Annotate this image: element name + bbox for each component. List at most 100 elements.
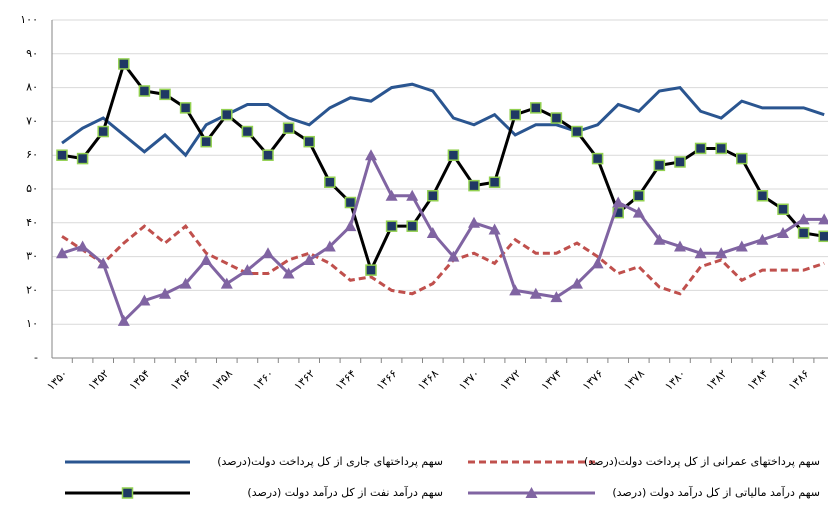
- marker: [303, 135, 315, 148]
- marker: [715, 247, 728, 259]
- marker: [262, 247, 274, 259]
- x-tick-label: ۱۳۶۶: [374, 367, 400, 393]
- y-tick-label: -: [34, 351, 38, 364]
- y-tick-label: ۹۰: [26, 47, 38, 60]
- marker: [591, 257, 604, 269]
- marker: [797, 227, 810, 239]
- y-tick-label: ۱۰۰: [20, 13, 38, 26]
- series-line: [61, 60, 825, 275]
- marker: [674, 156, 686, 168]
- x-tick-label: ۱۳۵۰: [44, 367, 70, 393]
- marker: [344, 220, 357, 232]
- marker: [694, 247, 707, 259]
- marker: [509, 284, 522, 296]
- marker: [633, 190, 645, 202]
- marker: [818, 213, 828, 225]
- marker: [529, 287, 542, 299]
- legend-label: سهم پرداختهای جاری از کل پرداخت دولت(درص…: [217, 455, 443, 468]
- marker: [468, 179, 480, 192]
- marker: [344, 196, 357, 209]
- y-tick-label: ۳۰: [26, 250, 38, 263]
- marker: [756, 190, 769, 202]
- marker: [221, 108, 233, 121]
- marker: [427, 190, 439, 202]
- marker: [97, 125, 109, 138]
- marker: [76, 240, 89, 252]
- marker: [550, 291, 563, 303]
- marker: [488, 223, 501, 235]
- marker: [735, 240, 748, 252]
- marker: [138, 85, 151, 97]
- x-tick-label: ۱۳۷۴: [539, 367, 565, 393]
- x-tick-label: ۱۳۸۲: [704, 367, 730, 393]
- x-tick-label: ۱۳۷۸: [621, 367, 647, 393]
- marker: [406, 220, 418, 232]
- x-tick-label: ۱۳۵۲: [86, 367, 112, 393]
- series-line: [61, 151, 825, 324]
- marker: [241, 264, 254, 276]
- series-line: [61, 82, 825, 158]
- x-tick-label: ۱۳۵۴: [127, 367, 153, 393]
- marker: [159, 287, 171, 299]
- marker: [56, 149, 68, 161]
- x-tick-label: ۱۳۶۲: [292, 367, 318, 393]
- marker: [797, 213, 810, 225]
- marker: [777, 226, 789, 238]
- marker: [385, 189, 398, 201]
- x-tick-label: ۱۳۵۸: [209, 367, 235, 393]
- marker: [612, 196, 625, 208]
- marker: [715, 142, 727, 155]
- marker: [550, 112, 563, 124]
- marker: [571, 277, 583, 289]
- marker: [488, 176, 501, 188]
- marker: [756, 233, 769, 245]
- y-tick-label: ۵۰: [26, 182, 38, 195]
- x-tick-label: ۱۳۷۰: [456, 367, 482, 393]
- marker: [571, 125, 583, 138]
- marker: [736, 152, 748, 165]
- marker: [179, 277, 192, 289]
- x-tick-label: ۱۳۸۶: [786, 367, 812, 393]
- y-tick-label: ۲۰: [26, 283, 38, 296]
- marker: [365, 264, 377, 276]
- marker: [118, 58, 130, 70]
- y-tick-label: ۱۰: [26, 317, 38, 330]
- marker: [674, 240, 686, 252]
- marker: [303, 253, 316, 265]
- marker: [324, 176, 336, 188]
- marker: [447, 149, 460, 161]
- marker: [509, 108, 521, 121]
- x-tick-label: ۱۳۵۶: [168, 367, 194, 393]
- marker: [323, 240, 336, 252]
- marker: [530, 102, 542, 114]
- legend-label: سهم درآمد نفت از کل درآمد دولت (درصد): [247, 485, 443, 499]
- y-tick-label: ۸۰: [26, 81, 38, 94]
- marker: [406, 189, 419, 201]
- marker: [468, 216, 480, 228]
- marker: [426, 226, 439, 238]
- marker: [179, 102, 192, 114]
- legend-marker: [121, 487, 134, 499]
- marker: [159, 88, 171, 101]
- legend-label: سهم پرداختهای عمرانی از کل پرداخت دولت(د…: [584, 455, 820, 468]
- marker: [632, 206, 645, 218]
- x-tick-label: ۱۳۷۶: [580, 367, 606, 393]
- marker: [241, 125, 254, 138]
- x-tick-label: ۱۳۶۸: [415, 367, 441, 393]
- marker: [365, 149, 377, 161]
- marker: [447, 250, 460, 262]
- x-tick-label: ۱۳۶۴: [333, 367, 359, 393]
- x-tick-label: ۱۳۸۴: [745, 367, 771, 393]
- marker: [591, 152, 604, 165]
- x-tick-label: ۱۳۷۲: [498, 367, 524, 393]
- marker: [282, 122, 295, 134]
- series-line: [61, 224, 825, 296]
- marker: [653, 233, 666, 245]
- marker: [282, 267, 295, 279]
- y-tick-label: ۷۰: [26, 114, 38, 127]
- marker: [138, 294, 151, 306]
- marker: [385, 220, 398, 232]
- marker: [694, 142, 707, 155]
